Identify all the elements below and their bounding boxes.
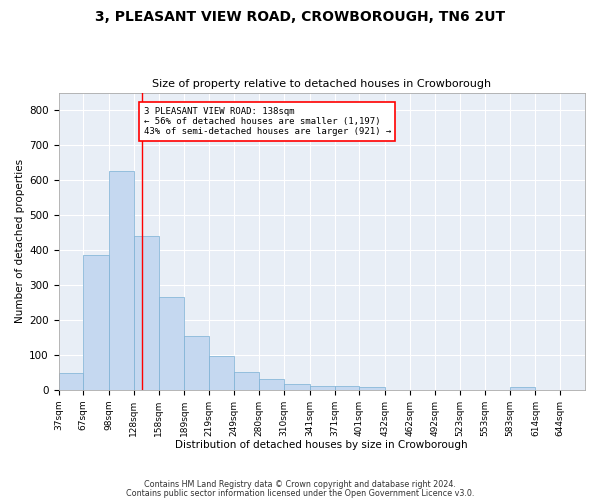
Bar xyxy=(184,336,209,390)
Bar xyxy=(259,379,284,390)
X-axis label: Distribution of detached houses by size in Crowborough: Distribution of detached houses by size … xyxy=(175,440,468,450)
Bar xyxy=(59,373,83,390)
Bar xyxy=(158,297,184,390)
Bar xyxy=(335,386,359,390)
Bar xyxy=(134,236,158,390)
Title: Size of property relative to detached houses in Crowborough: Size of property relative to detached ho… xyxy=(152,79,491,89)
Bar xyxy=(284,384,310,390)
Text: Contains public sector information licensed under the Open Government Licence v3: Contains public sector information licen… xyxy=(126,488,474,498)
Bar xyxy=(234,372,259,390)
Bar xyxy=(310,386,335,390)
Text: 3, PLEASANT VIEW ROAD, CROWBOROUGH, TN6 2UT: 3, PLEASANT VIEW ROAD, CROWBOROUGH, TN6 … xyxy=(95,10,505,24)
Y-axis label: Number of detached properties: Number of detached properties xyxy=(15,159,25,323)
Bar xyxy=(109,171,134,390)
Bar xyxy=(83,255,109,390)
Bar xyxy=(359,387,385,390)
Bar xyxy=(209,356,234,390)
Bar xyxy=(510,387,535,390)
Text: Contains HM Land Registry data © Crown copyright and database right 2024.: Contains HM Land Registry data © Crown c… xyxy=(144,480,456,489)
Text: 3 PLEASANT VIEW ROAD: 138sqm
← 56% of detached houses are smaller (1,197)
43% of: 3 PLEASANT VIEW ROAD: 138sqm ← 56% of de… xyxy=(143,106,391,136)
